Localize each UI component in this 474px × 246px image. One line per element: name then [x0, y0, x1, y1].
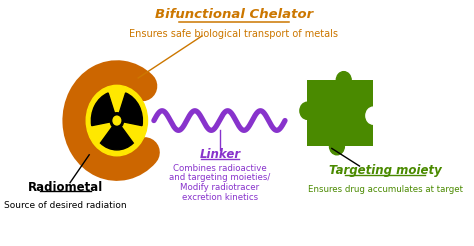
Text: Bifunctional Chelator: Bifunctional Chelator	[155, 8, 313, 21]
Text: and targeting moieties/: and targeting moieties/	[169, 173, 271, 182]
Wedge shape	[119, 93, 142, 126]
Text: excretion kinetics: excretion kinetics	[182, 193, 258, 202]
Text: Targeting moiety: Targeting moiety	[328, 164, 441, 177]
Text: Ensures safe biological transport of metals: Ensures safe biological transport of met…	[129, 29, 338, 39]
Text: Source of desired radiation: Source of desired radiation	[4, 201, 127, 210]
Circle shape	[300, 102, 315, 119]
Wedge shape	[91, 93, 115, 126]
Circle shape	[366, 107, 381, 124]
Wedge shape	[100, 126, 133, 150]
FancyBboxPatch shape	[307, 80, 374, 146]
Text: Linker: Linker	[199, 148, 240, 161]
Circle shape	[336, 72, 351, 89]
Circle shape	[329, 138, 345, 155]
Text: Combines radioactive: Combines radioactive	[173, 164, 267, 172]
Text: Radiometal: Radiometal	[28, 181, 103, 194]
Text: Ensures drug accumulates at target: Ensures drug accumulates at target	[308, 184, 463, 194]
Circle shape	[110, 113, 124, 128]
Circle shape	[86, 85, 147, 156]
Circle shape	[113, 116, 121, 125]
Text: Modify radiotracer: Modify radiotracer	[180, 183, 259, 192]
